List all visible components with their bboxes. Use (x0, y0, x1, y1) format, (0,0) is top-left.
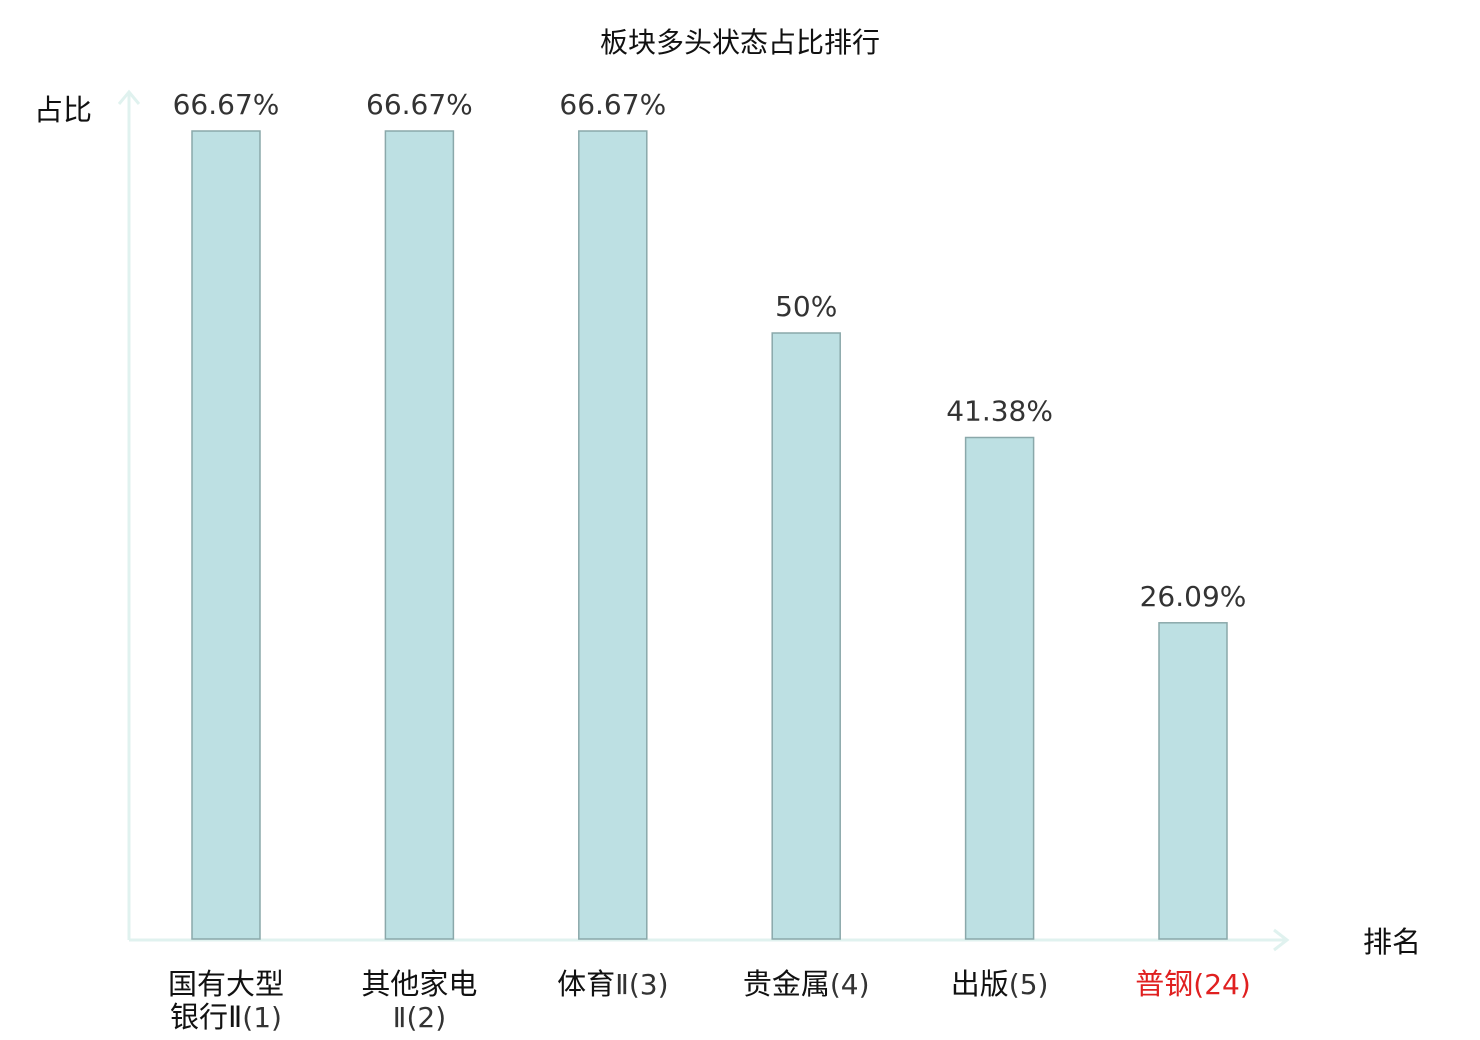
x-axis-label: 排名 (1363, 925, 1421, 959)
bar-value-label: 26.09% (1140, 580, 1247, 613)
bar-value-label: 41.38% (946, 395, 1053, 428)
bar-value-label: 66.67% (173, 88, 280, 121)
bar-value-label: 50% (775, 290, 837, 323)
bar (771, 332, 841, 940)
bar-value-label: 66.67% (366, 88, 473, 121)
bar (191, 130, 261, 940)
bar (384, 130, 455, 940)
category-label: 出版(5) (951, 967, 1049, 1001)
bar (578, 130, 648, 940)
bar-value-label: 66.67% (559, 88, 666, 121)
chart-title: 板块多头状态占比排行 (600, 26, 880, 59)
category-label: 普钢(24) (1135, 967, 1251, 1001)
bars-group (191, 130, 1228, 940)
x-axis-arrow (1273, 928, 1290, 952)
bar (964, 436, 1035, 940)
y-axis-arrow (117, 89, 141, 105)
category-labels-group: 国有大型银行Ⅱ(1) 其他家电 Ⅱ(2) 体育Ⅱ(3) 贵金属(4) 出版(5) 普钢(24… (168, 967, 1251, 1034)
value-labels-group: 66.67% 66.67% 66.67% 50% 41.38% 26.09% (173, 88, 1247, 613)
category-label: 国有大型银行Ⅱ(1) (168, 967, 284, 1034)
bar (1158, 622, 1228, 940)
category-label: 其他家电 Ⅱ(2) (361, 967, 477, 1034)
chart-axes (117, 89, 1290, 952)
category-label: 体育Ⅱ(3) (557, 967, 668, 1001)
y-axis-label: 占比 (34, 93, 92, 127)
category-label: 贵金属(4) (743, 967, 870, 1001)
